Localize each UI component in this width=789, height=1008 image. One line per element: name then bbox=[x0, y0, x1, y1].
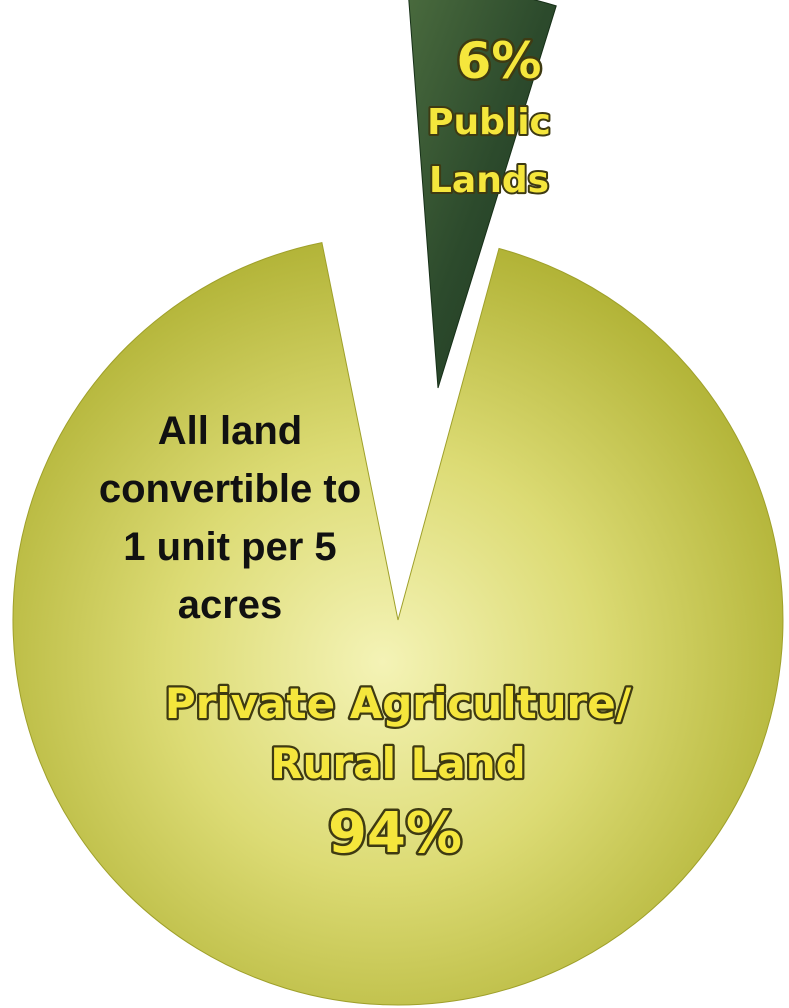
pie-slice-private-agriculture bbox=[12, 242, 784, 1006]
lbl-note-line-2: 1 unit per 5 bbox=[123, 525, 336, 569]
lbl-note-line-0: All land bbox=[158, 409, 302, 453]
public-lands-category-label: Public Lands bbox=[427, 102, 551, 201]
lbl-private-name-line-1: Rural Land bbox=[270, 739, 525, 788]
lbl-public-name-line-1: Lands bbox=[429, 160, 549, 201]
public-lands-percent-label: 6% bbox=[457, 32, 542, 90]
private-agriculture-percent-label: 94% bbox=[328, 801, 462, 866]
private-agriculture-category-label: Private Agriculture/Rural Land bbox=[165, 679, 632, 788]
lbl-public-name-line-0: Public bbox=[427, 102, 551, 143]
lbl-private-name-line-0: Private Agriculture/ bbox=[165, 679, 632, 728]
pie-slice-public-lands bbox=[408, 0, 557, 389]
conversion-annotation: All land convertible to 1 unit per 5 acres bbox=[99, 409, 361, 627]
lbl-note-line-1: convertible to bbox=[99, 467, 361, 511]
lbl-note-line-3: acres bbox=[178, 583, 283, 627]
